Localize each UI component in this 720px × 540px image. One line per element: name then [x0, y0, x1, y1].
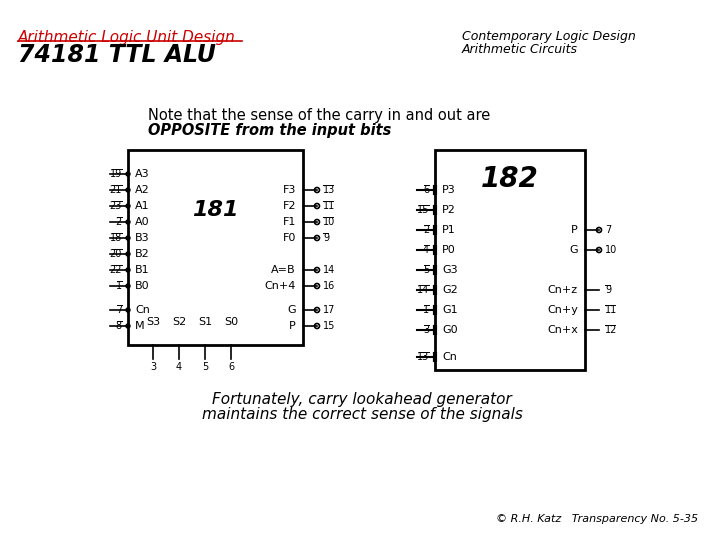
Text: Cn+y: Cn+y: [547, 305, 578, 315]
Text: OPPOSITE from the input bits: OPPOSITE from the input bits: [148, 123, 392, 138]
Text: F1: F1: [283, 217, 296, 227]
Text: S2: S2: [172, 317, 186, 327]
Text: maintains the correct sense of the signals: maintains the correct sense of the signa…: [202, 407, 523, 422]
Circle shape: [126, 172, 130, 176]
Text: F2: F2: [282, 201, 296, 211]
Text: 10: 10: [605, 245, 617, 255]
Text: S0: S0: [224, 317, 238, 327]
Circle shape: [126, 308, 130, 312]
Text: G: G: [287, 305, 296, 315]
Text: 181: 181: [192, 200, 239, 220]
Text: Cn: Cn: [442, 352, 457, 362]
Text: G0: G0: [442, 325, 458, 335]
Text: B2: B2: [135, 249, 150, 259]
Text: © R.H. Katz   Transparency No. 5-35: © R.H. Katz Transparency No. 5-35: [496, 514, 698, 524]
Circle shape: [126, 204, 130, 208]
Text: 1: 1: [423, 305, 429, 315]
Text: 14: 14: [417, 285, 429, 295]
Text: 20: 20: [109, 249, 122, 259]
Text: Cn+x: Cn+x: [547, 325, 578, 335]
Text: G: G: [570, 245, 578, 255]
Text: 7: 7: [605, 225, 611, 235]
Text: 22: 22: [109, 265, 122, 275]
Text: 74181 TTL ALU: 74181 TTL ALU: [18, 43, 216, 67]
Text: B1: B1: [135, 265, 150, 275]
Text: S3: S3: [146, 317, 160, 327]
Text: Cn+4: Cn+4: [265, 281, 296, 291]
Text: G1: G1: [442, 305, 458, 315]
Text: Note that the sense of the carry in and out are: Note that the sense of the carry in and …: [148, 108, 490, 123]
Text: 7: 7: [116, 305, 122, 315]
Text: 9: 9: [323, 233, 329, 243]
Text: G3: G3: [442, 265, 458, 275]
Text: 10: 10: [323, 217, 336, 227]
Text: P: P: [289, 321, 296, 331]
Text: 182: 182: [481, 165, 539, 193]
Text: 11: 11: [605, 305, 617, 315]
Text: P3: P3: [442, 185, 456, 195]
Text: 13: 13: [323, 185, 336, 195]
Text: 12: 12: [605, 325, 617, 335]
Text: 19: 19: [109, 169, 122, 179]
Text: 6: 6: [423, 185, 429, 195]
Text: 13: 13: [417, 352, 429, 362]
Text: F3: F3: [283, 185, 296, 195]
Text: 21: 21: [109, 185, 122, 195]
Text: 9: 9: [605, 285, 611, 295]
Text: 2: 2: [423, 225, 429, 235]
Text: 16: 16: [323, 281, 336, 291]
Text: 5: 5: [202, 362, 208, 372]
Text: A=B: A=B: [271, 265, 296, 275]
Text: 2: 2: [116, 217, 122, 227]
Text: G2: G2: [442, 285, 458, 295]
Text: 15: 15: [417, 205, 429, 215]
Circle shape: [126, 236, 130, 240]
Text: 11: 11: [323, 201, 336, 211]
Text: A1: A1: [135, 201, 150, 211]
Text: 23: 23: [109, 201, 122, 211]
Circle shape: [126, 220, 130, 224]
Text: A3: A3: [135, 169, 150, 179]
Text: Cn: Cn: [135, 305, 150, 315]
Text: Fortunately, carry lookahead generator: Fortunately, carry lookahead generator: [212, 392, 512, 407]
Text: 4: 4: [423, 245, 429, 255]
Text: Cn+z: Cn+z: [548, 285, 578, 295]
Bar: [128, 150, 303, 345]
Text: M: M: [135, 321, 145, 331]
Text: Arithmetic Logic Unit Design: Arithmetic Logic Unit Design: [18, 30, 235, 45]
Circle shape: [126, 268, 130, 272]
Bar: [435, 150, 585, 370]
Circle shape: [126, 284, 130, 288]
Text: S1: S1: [198, 317, 212, 327]
Text: Arithmetic Circuits: Arithmetic Circuits: [462, 43, 578, 56]
Text: 17: 17: [323, 305, 336, 315]
Text: 3: 3: [150, 362, 156, 372]
Text: 5: 5: [423, 265, 429, 275]
Text: B3: B3: [135, 233, 150, 243]
Text: A0: A0: [135, 217, 150, 227]
Circle shape: [126, 252, 130, 256]
Text: 14: 14: [323, 265, 336, 275]
Text: B0: B0: [135, 281, 150, 291]
Text: P0: P0: [442, 245, 456, 255]
Text: 1: 1: [116, 281, 122, 291]
Circle shape: [126, 188, 130, 192]
Text: 4: 4: [176, 362, 182, 372]
Text: P: P: [571, 225, 578, 235]
Text: Contemporary Logic Design: Contemporary Logic Design: [462, 30, 636, 43]
Text: F0: F0: [283, 233, 296, 243]
Text: 15: 15: [323, 321, 336, 331]
Text: 18: 18: [109, 233, 122, 243]
Text: P2: P2: [442, 205, 456, 215]
Circle shape: [126, 324, 130, 328]
Text: A2: A2: [135, 185, 150, 195]
Text: 3: 3: [423, 325, 429, 335]
Text: 8: 8: [116, 321, 122, 331]
Text: P1: P1: [442, 225, 456, 235]
Text: 6: 6: [228, 362, 234, 372]
